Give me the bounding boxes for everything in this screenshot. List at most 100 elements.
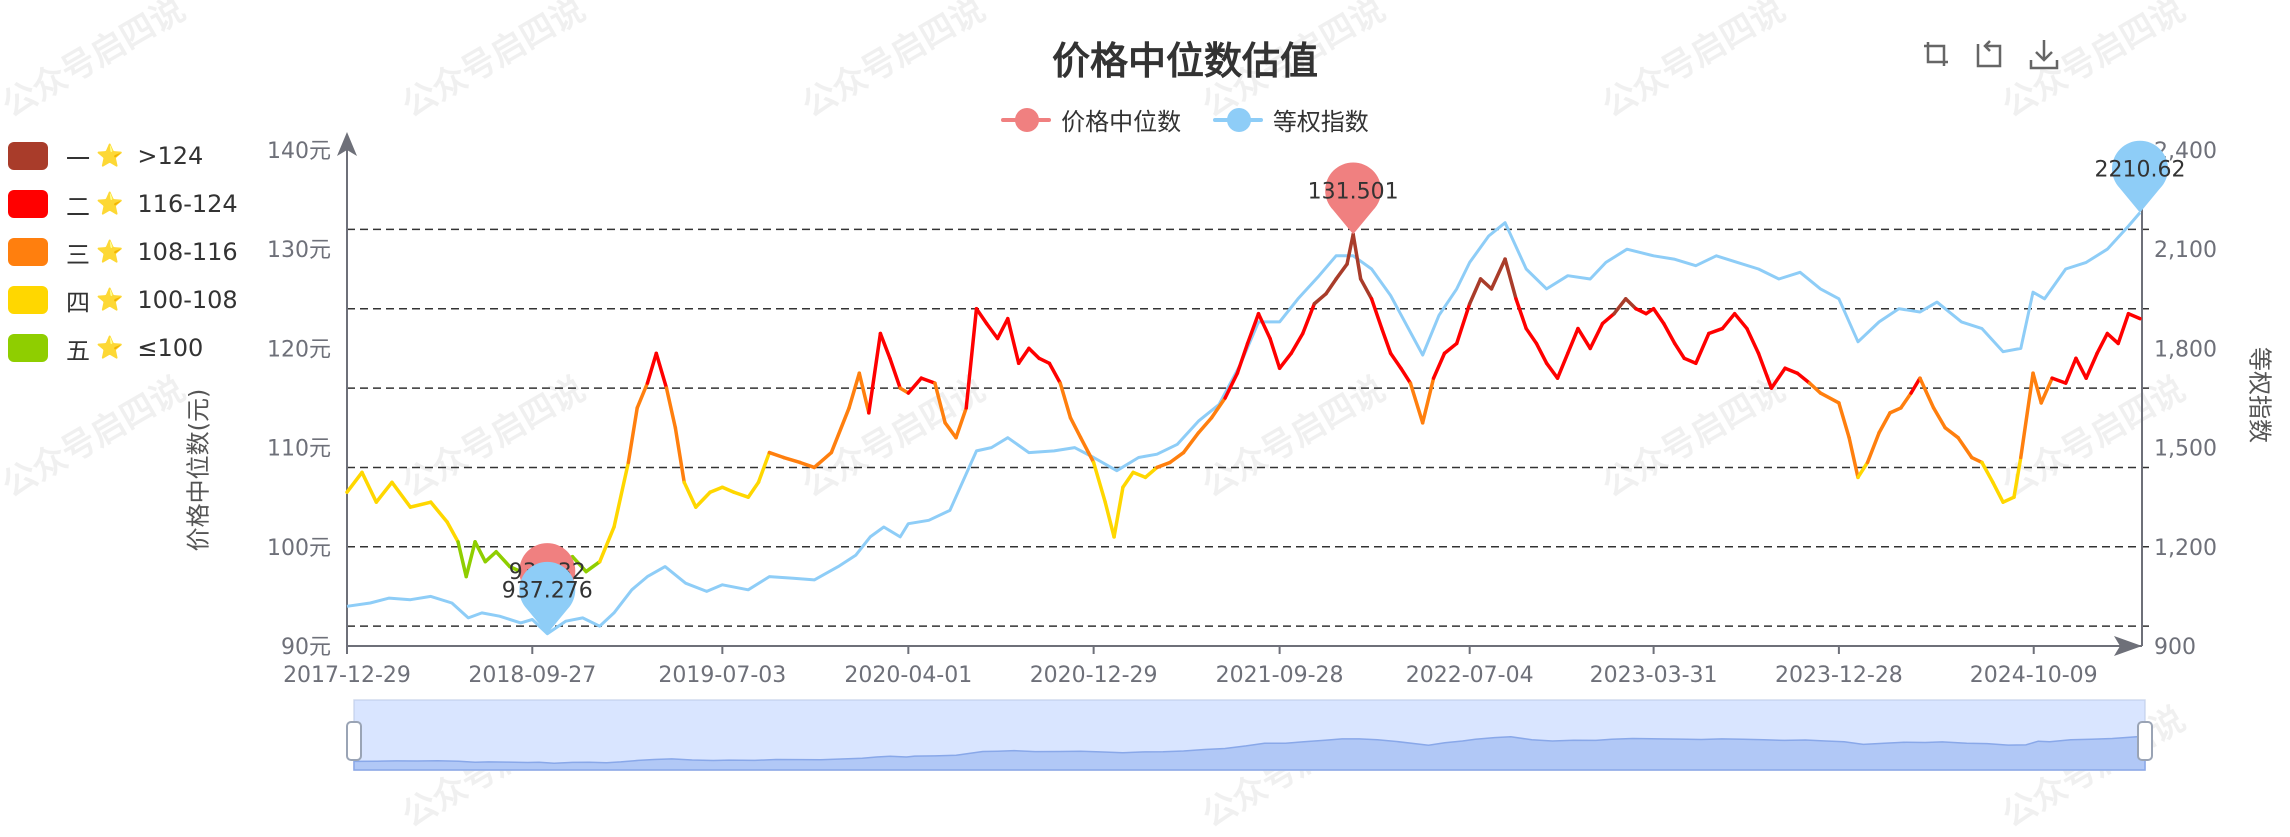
median-price-segment — [2050, 376, 2068, 385]
median-price-segment — [1058, 381, 1073, 420]
median-price-segment — [1408, 381, 1425, 425]
star-icon: ⭐ — [96, 335, 124, 361]
median-price-segment — [654, 351, 669, 390]
median-price-segment — [1720, 311, 1737, 331]
median-price-segment — [1068, 416, 1083, 440]
median-price-segment — [1324, 277, 1338, 296]
marker-shape — [519, 561, 576, 634]
median-price-segment — [1209, 396, 1227, 420]
save-image-icon[interactable] — [2026, 36, 2062, 72]
watermark: 公众号启四说 — [1195, 369, 1393, 506]
median-price-segment — [626, 406, 639, 465]
x-tick-label: 2017-12-29 — [283, 663, 411, 688]
chart-title: 价格中位数估值 — [1051, 39, 1318, 83]
x-tick-label: 2023-03-31 — [1590, 663, 1718, 688]
median-price-segment — [612, 460, 631, 529]
median-price-segment — [545, 559, 561, 617]
legend-label: 价格中位数 — [1061, 108, 1182, 136]
median-price-segment — [974, 306, 989, 326]
median-price-segment — [2084, 351, 2099, 380]
y-tick-label-left: 120元 — [267, 337, 331, 362]
y-tick-label-right: 2,400 — [2154, 139, 2217, 164]
median-price-segment — [360, 470, 379, 504]
y-axis-left-label: 价格中位数(元) — [184, 388, 213, 552]
median-price-segment — [1991, 480, 2005, 504]
median-price-segment — [483, 550, 498, 564]
legend-item-equal-weight-index[interactable]: 等权指数 — [1212, 102, 1369, 137]
star-icon: ⭐ — [96, 239, 124, 265]
rating-label: 四 — [66, 288, 90, 317]
median-price-segment — [1956, 435, 1974, 460]
rating-item-4[interactable]: 四 ⭐ 100-108 — [8, 276, 238, 324]
median-price-segment — [694, 490, 712, 509]
median-price-segment — [456, 540, 468, 579]
median-price-segment — [1268, 336, 1282, 370]
watermark: 公众号启四说 — [395, 699, 593, 836]
rating-item-2[interactable]: 二 ⭐ 116-124 — [8, 180, 238, 228]
rating-range: 108-116 — [137, 238, 238, 266]
marker-pin: 93.132 — [509, 543, 586, 615]
y-tick-label-right: 1,800 — [2154, 337, 2217, 362]
y-tick-label-right: 1,500 — [2154, 437, 2217, 462]
median-price-segment — [1431, 351, 1447, 380]
median-price-segment — [635, 381, 650, 410]
rating-swatch — [8, 238, 48, 266]
median-price-segment — [1534, 341, 1549, 366]
median-price-segment — [557, 554, 575, 564]
restore-icon[interactable] — [1970, 36, 2006, 72]
median-price-segment — [1909, 376, 1922, 395]
median-price-segment — [445, 520, 460, 544]
median-price-segment — [1277, 351, 1293, 370]
marker-label: 93.132 — [509, 560, 586, 585]
x-tick-label: 2024-10-09 — [1970, 663, 2098, 688]
y-tick-label-left: 90元 — [281, 635, 331, 660]
median-price-segment — [847, 371, 862, 410]
star-icon: ⭐ — [96, 287, 124, 313]
median-price-segment — [2105, 331, 2120, 346]
zoom-handle-left[interactable] — [346, 721, 362, 761]
median-price-segment — [1745, 326, 1761, 356]
rating-item-3[interactable]: 三 ⭐ 108-116 — [8, 228, 238, 276]
median-price-segment — [473, 540, 488, 564]
y-tick-label-left: 130元 — [267, 238, 331, 263]
median-price-segment — [1514, 297, 1528, 331]
x-tick-label: 2020-04-01 — [844, 663, 972, 688]
watermark: 公众号启四说 — [0, 369, 193, 506]
legend-label: 等权指数 — [1272, 108, 1369, 136]
median-price-segment — [530, 559, 550, 617]
rating-swatch — [8, 190, 48, 218]
median-price-segment — [1454, 302, 1472, 346]
rating-item-5[interactable]: 五 ⭐ ≤100 — [8, 324, 238, 372]
zoom-icon[interactable] — [1918, 36, 1954, 72]
median-price-segment — [1623, 297, 1638, 311]
median-price-segment — [767, 450, 786, 460]
median-price-segment — [1931, 406, 1947, 430]
rating-label: 二 — [66, 192, 90, 221]
legend-item-median-price[interactable]: 价格中位数 — [1001, 102, 1181, 137]
rating-item-1[interactable]: 一 ⭐ >124 — [8, 132, 238, 180]
y-axis-right-label: 等权指数 — [2245, 347, 2274, 443]
median-price-segment — [1112, 485, 1125, 539]
watermark: 公众号启四说 — [1595, 369, 1793, 506]
median-price-segment — [1168, 450, 1186, 465]
rating-swatch — [8, 142, 48, 170]
median-price-segment — [1078, 435, 1096, 465]
median-price-segment — [1612, 297, 1628, 316]
median-price-segment — [1856, 460, 1870, 480]
x-tick-label: 2020-12-29 — [1030, 663, 1158, 688]
marker-pin: 131.501 — [1308, 162, 1399, 235]
median-price-segment — [1969, 455, 1984, 465]
marker-label: 937.276 — [502, 579, 593, 604]
median-price-segment — [1503, 257, 1518, 301]
median-price-segment — [1245, 311, 1261, 346]
x-axis-arrow — [2114, 636, 2142, 656]
median-price-segment — [1682, 356, 1698, 366]
median-price-segment — [518, 559, 535, 574]
star-icon: ⭐ — [96, 191, 124, 217]
marker-label: 131.501 — [1308, 179, 1399, 204]
watermark: 公众号启四说 — [795, 369, 993, 506]
median-price-segment — [878, 331, 892, 361]
marker-shape — [2112, 140, 2168, 213]
median-price-segment — [374, 480, 394, 504]
median-price-segment — [1420, 376, 1436, 425]
